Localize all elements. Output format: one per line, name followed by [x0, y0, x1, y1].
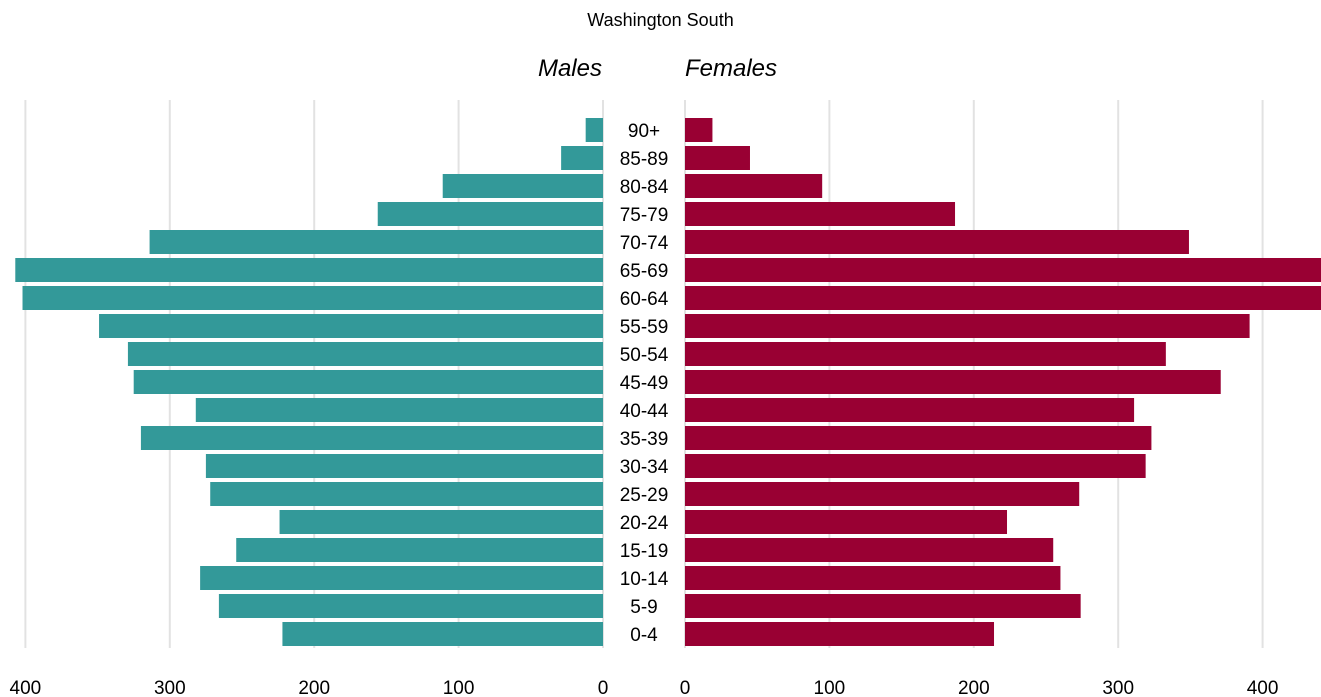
males-title: Males	[537, 55, 602, 82]
age-group-label: 65-69	[620, 261, 669, 282]
females-title: Females	[685, 55, 778, 82]
female-bar	[685, 622, 995, 646]
age-group-label: 40-44	[620, 401, 669, 422]
age-group-label: 45-49	[620, 373, 669, 394]
males-tick-label: 0	[598, 678, 609, 697]
male-bar	[377, 202, 603, 226]
female-bar	[685, 538, 1054, 562]
male-bar	[585, 118, 603, 142]
female-bar	[685, 230, 1189, 254]
male-bar	[140, 426, 604, 450]
age-group-label: 55-59	[620, 317, 669, 338]
female-bar	[685, 454, 1146, 478]
females-tick-label: 400	[1247, 678, 1279, 697]
males-tick-label: 400	[10, 678, 42, 697]
male-bar	[218, 594, 603, 618]
male-bar	[195, 398, 604, 422]
male-bar	[210, 482, 603, 506]
age-group-label: 20-24	[620, 513, 669, 534]
males-tick-label: 300	[154, 678, 186, 697]
male-bar	[200, 566, 603, 590]
female-bar	[685, 174, 823, 198]
females-tick-label: 100	[814, 678, 846, 697]
female-bar	[685, 566, 1061, 590]
males-tick-label: 100	[443, 678, 475, 697]
male-bar	[149, 230, 604, 254]
females-tick-label: 300	[1102, 678, 1134, 697]
age-group-label: 15-19	[620, 541, 669, 562]
age-group-label: 90+	[628, 121, 660, 142]
age-group-label: 80-84	[620, 177, 669, 198]
male-bar	[279, 510, 603, 534]
female-bar	[685, 146, 750, 170]
female-bar	[685, 342, 1166, 366]
males-tick-label: 200	[298, 678, 330, 697]
age-group-label: 0-4	[630, 625, 658, 646]
females-tick-label: 200	[958, 678, 990, 697]
female-bar	[685, 594, 1081, 618]
male-bar	[236, 538, 603, 562]
age-group-label: 70-74	[620, 233, 669, 254]
male-bar	[282, 622, 603, 646]
male-bar	[99, 314, 603, 338]
female-bar	[685, 398, 1135, 422]
age-group-label: 60-64	[620, 289, 669, 310]
male-bar	[22, 286, 603, 310]
age-group-label: 25-29	[620, 485, 669, 506]
male-bar	[127, 342, 603, 366]
age-group-label: 30-34	[620, 457, 669, 478]
age-group-label: 35-39	[620, 429, 669, 450]
age-group-label: 50-54	[620, 345, 669, 366]
age-group-label: 85-89	[620, 149, 669, 170]
male-bar	[15, 258, 604, 282]
female-bar	[685, 118, 713, 142]
female-bar	[685, 258, 1321, 282]
female-bar	[685, 426, 1152, 450]
female-bar	[685, 202, 956, 226]
age-group-label: 75-79	[620, 205, 669, 226]
female-bar	[685, 314, 1250, 338]
female-bar	[685, 370, 1221, 394]
male-bar	[442, 174, 603, 198]
male-bar	[561, 146, 603, 170]
male-bar	[205, 454, 603, 478]
age-group-label: 5-9	[630, 597, 657, 618]
females-tick-label: 0	[680, 678, 691, 697]
chart-subtitle: Washington South	[587, 10, 734, 30]
age-group-label: 10-14	[620, 569, 669, 590]
female-bar	[685, 510, 1008, 534]
female-bar	[685, 286, 1321, 310]
female-bar	[685, 482, 1080, 506]
male-bar	[133, 370, 603, 394]
